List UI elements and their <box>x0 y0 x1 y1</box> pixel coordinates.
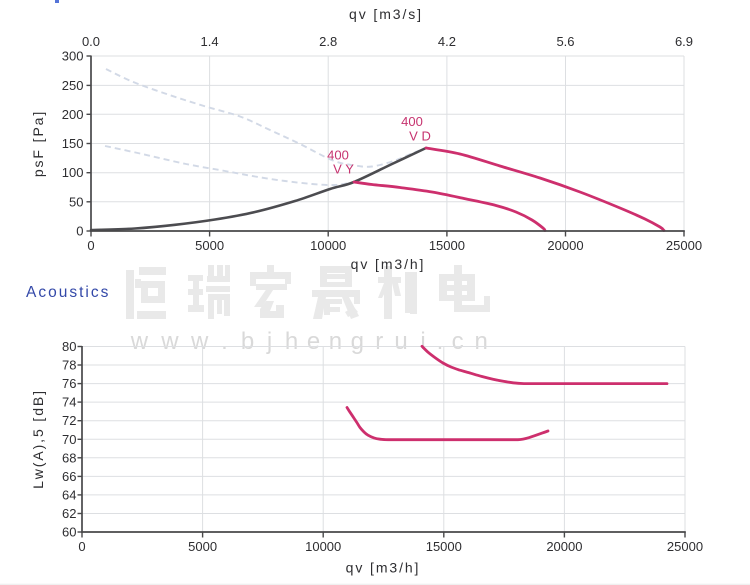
svg-text:60: 60 <box>62 525 76 540</box>
svg-text:4.2: 4.2 <box>438 34 456 49</box>
svg-text:qv [m3/h]: qv [m3/h] <box>346 560 421 576</box>
svg-text:10000: 10000 <box>310 238 346 253</box>
svg-text:n: n <box>475 328 488 355</box>
svg-text:15000: 15000 <box>429 238 465 253</box>
svg-text:psF [Pa]: psF [Pa] <box>30 110 46 177</box>
svg-text:400: 400 <box>401 114 423 129</box>
svg-text:68: 68 <box>62 450 76 465</box>
svg-text:70: 70 <box>62 432 76 447</box>
svg-text:76: 76 <box>62 376 76 391</box>
svg-text:b: b <box>241 328 254 355</box>
svg-text:5000: 5000 <box>195 238 224 253</box>
svg-text:300: 300 <box>62 49 84 64</box>
svg-text:V D: V D <box>409 129 431 144</box>
svg-text:qv [m3/s]: qv [m3/s] <box>349 6 423 22</box>
svg-text:w: w <box>160 328 179 355</box>
svg-text:n: n <box>329 328 342 355</box>
svg-text:100: 100 <box>62 165 84 180</box>
svg-text:78: 78 <box>62 358 76 373</box>
svg-text:u: u <box>394 328 407 355</box>
svg-text:15000: 15000 <box>426 539 462 554</box>
svg-text:0: 0 <box>87 238 94 253</box>
svg-text:Lw(A),5 [dB]: Lw(A),5 [dB] <box>30 389 46 489</box>
svg-text:250: 250 <box>62 78 84 93</box>
svg-text:64: 64 <box>62 487 76 502</box>
svg-text:5000: 5000 <box>188 539 217 554</box>
svg-text:V Y: V Y <box>333 162 354 177</box>
svg-text:r: r <box>375 328 383 355</box>
svg-text:i: i <box>420 328 425 355</box>
svg-text:6.9: 6.9 <box>675 34 693 49</box>
svg-text:0: 0 <box>76 224 83 239</box>
svg-text:c: c <box>452 328 464 355</box>
svg-text:25000: 25000 <box>667 539 703 554</box>
svg-text:1.4: 1.4 <box>201 34 219 49</box>
svg-text:0: 0 <box>78 539 85 554</box>
svg-text:72: 72 <box>62 413 76 428</box>
svg-text:j: j <box>266 328 272 355</box>
svg-text:Acoustics: Acoustics <box>26 284 110 301</box>
svg-text:.: . <box>221 328 228 355</box>
svg-text:80: 80 <box>62 339 76 354</box>
svg-text:w: w <box>190 328 209 355</box>
svg-text:66: 66 <box>62 469 76 484</box>
svg-text:74: 74 <box>62 395 76 410</box>
svg-text:50: 50 <box>69 194 83 209</box>
svg-text:w: w <box>130 328 149 355</box>
svg-text:20000: 20000 <box>547 238 583 253</box>
svg-text:g: g <box>351 328 364 355</box>
svg-text:h: h <box>285 328 298 355</box>
svg-text:25000: 25000 <box>666 238 702 253</box>
svg-text:5.6: 5.6 <box>556 34 574 49</box>
svg-text:0.0: 0.0 <box>82 34 100 49</box>
svg-text:e: e <box>307 328 320 355</box>
svg-text:2.8: 2.8 <box>319 34 337 49</box>
svg-text:qv [m3/h]: qv [m3/h] <box>351 256 426 272</box>
svg-text:10000: 10000 <box>305 539 341 554</box>
svg-text:400: 400 <box>327 148 349 163</box>
svg-text:.: . <box>437 328 444 355</box>
svg-text:62: 62 <box>62 506 76 521</box>
svg-text:200: 200 <box>62 107 84 122</box>
svg-text:20000: 20000 <box>546 539 582 554</box>
svg-text:150: 150 <box>62 136 84 151</box>
